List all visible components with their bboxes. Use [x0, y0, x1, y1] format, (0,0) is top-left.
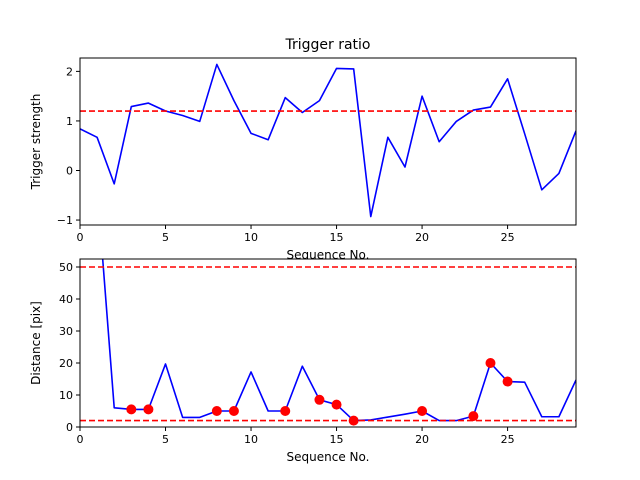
data-point — [228, 406, 239, 416]
distance-panel: 0 5 10 15 20 25 0 10 20 30 40 50 Sequence No. Distanc… — [29, 258, 577, 464]
y-tick-label: 0 — [66, 421, 73, 434]
x-tick-label: 5 — [162, 433, 169, 446]
data-point — [280, 406, 291, 416]
y-tick-label: 40 — [59, 293, 73, 306]
y-tick-label: 50 — [59, 261, 73, 274]
y-tick-label: 1 — [66, 115, 73, 128]
data-point — [468, 411, 479, 422]
x-axis-label: Sequence No. — [287, 450, 370, 464]
x-tick-label: 20 — [415, 231, 429, 244]
x-tick-label: 5 — [162, 231, 169, 244]
plot-content — [80, 63, 576, 218]
y-tick-label: 2 — [66, 65, 73, 78]
plot-content — [80, 259, 576, 426]
plot-area — [80, 259, 576, 427]
y-tick-label: 30 — [59, 325, 73, 338]
y-axis-label: Trigger strength — [29, 94, 43, 191]
data-point — [502, 376, 513, 387]
y-axis-label: Distance [pix] — [29, 301, 43, 385]
y-tick-label: 20 — [59, 357, 73, 370]
data-point — [331, 399, 342, 410]
axes-frame — [79, 258, 577, 428]
axes-frame — [79, 57, 577, 226]
x-tick-label: 0 — [77, 231, 84, 244]
x-tick-label: 15 — [330, 231, 344, 244]
x-tick-label: 10 — [244, 231, 258, 244]
x-tick-label: 25 — [501, 231, 515, 244]
data-point — [417, 406, 428, 416]
y-tick-label: 10 — [59, 389, 73, 402]
chart-title: Trigger ratio — [284, 37, 370, 53]
x-tick-label: 25 — [501, 433, 515, 446]
x-tick-label: 10 — [244, 433, 258, 446]
x-tick-label: 15 — [330, 433, 344, 446]
data-point — [211, 406, 222, 416]
y-tick-label: −1 — [57, 214, 73, 227]
data-point — [314, 394, 325, 405]
x-tick-label: 20 — [415, 433, 429, 446]
data-point — [126, 404, 137, 415]
data-point — [143, 404, 154, 415]
y-tick-label: 0 — [66, 164, 73, 177]
data-point — [485, 358, 496, 368]
x-tick-label: 0 — [77, 433, 84, 446]
series-line — [80, 63, 576, 218]
